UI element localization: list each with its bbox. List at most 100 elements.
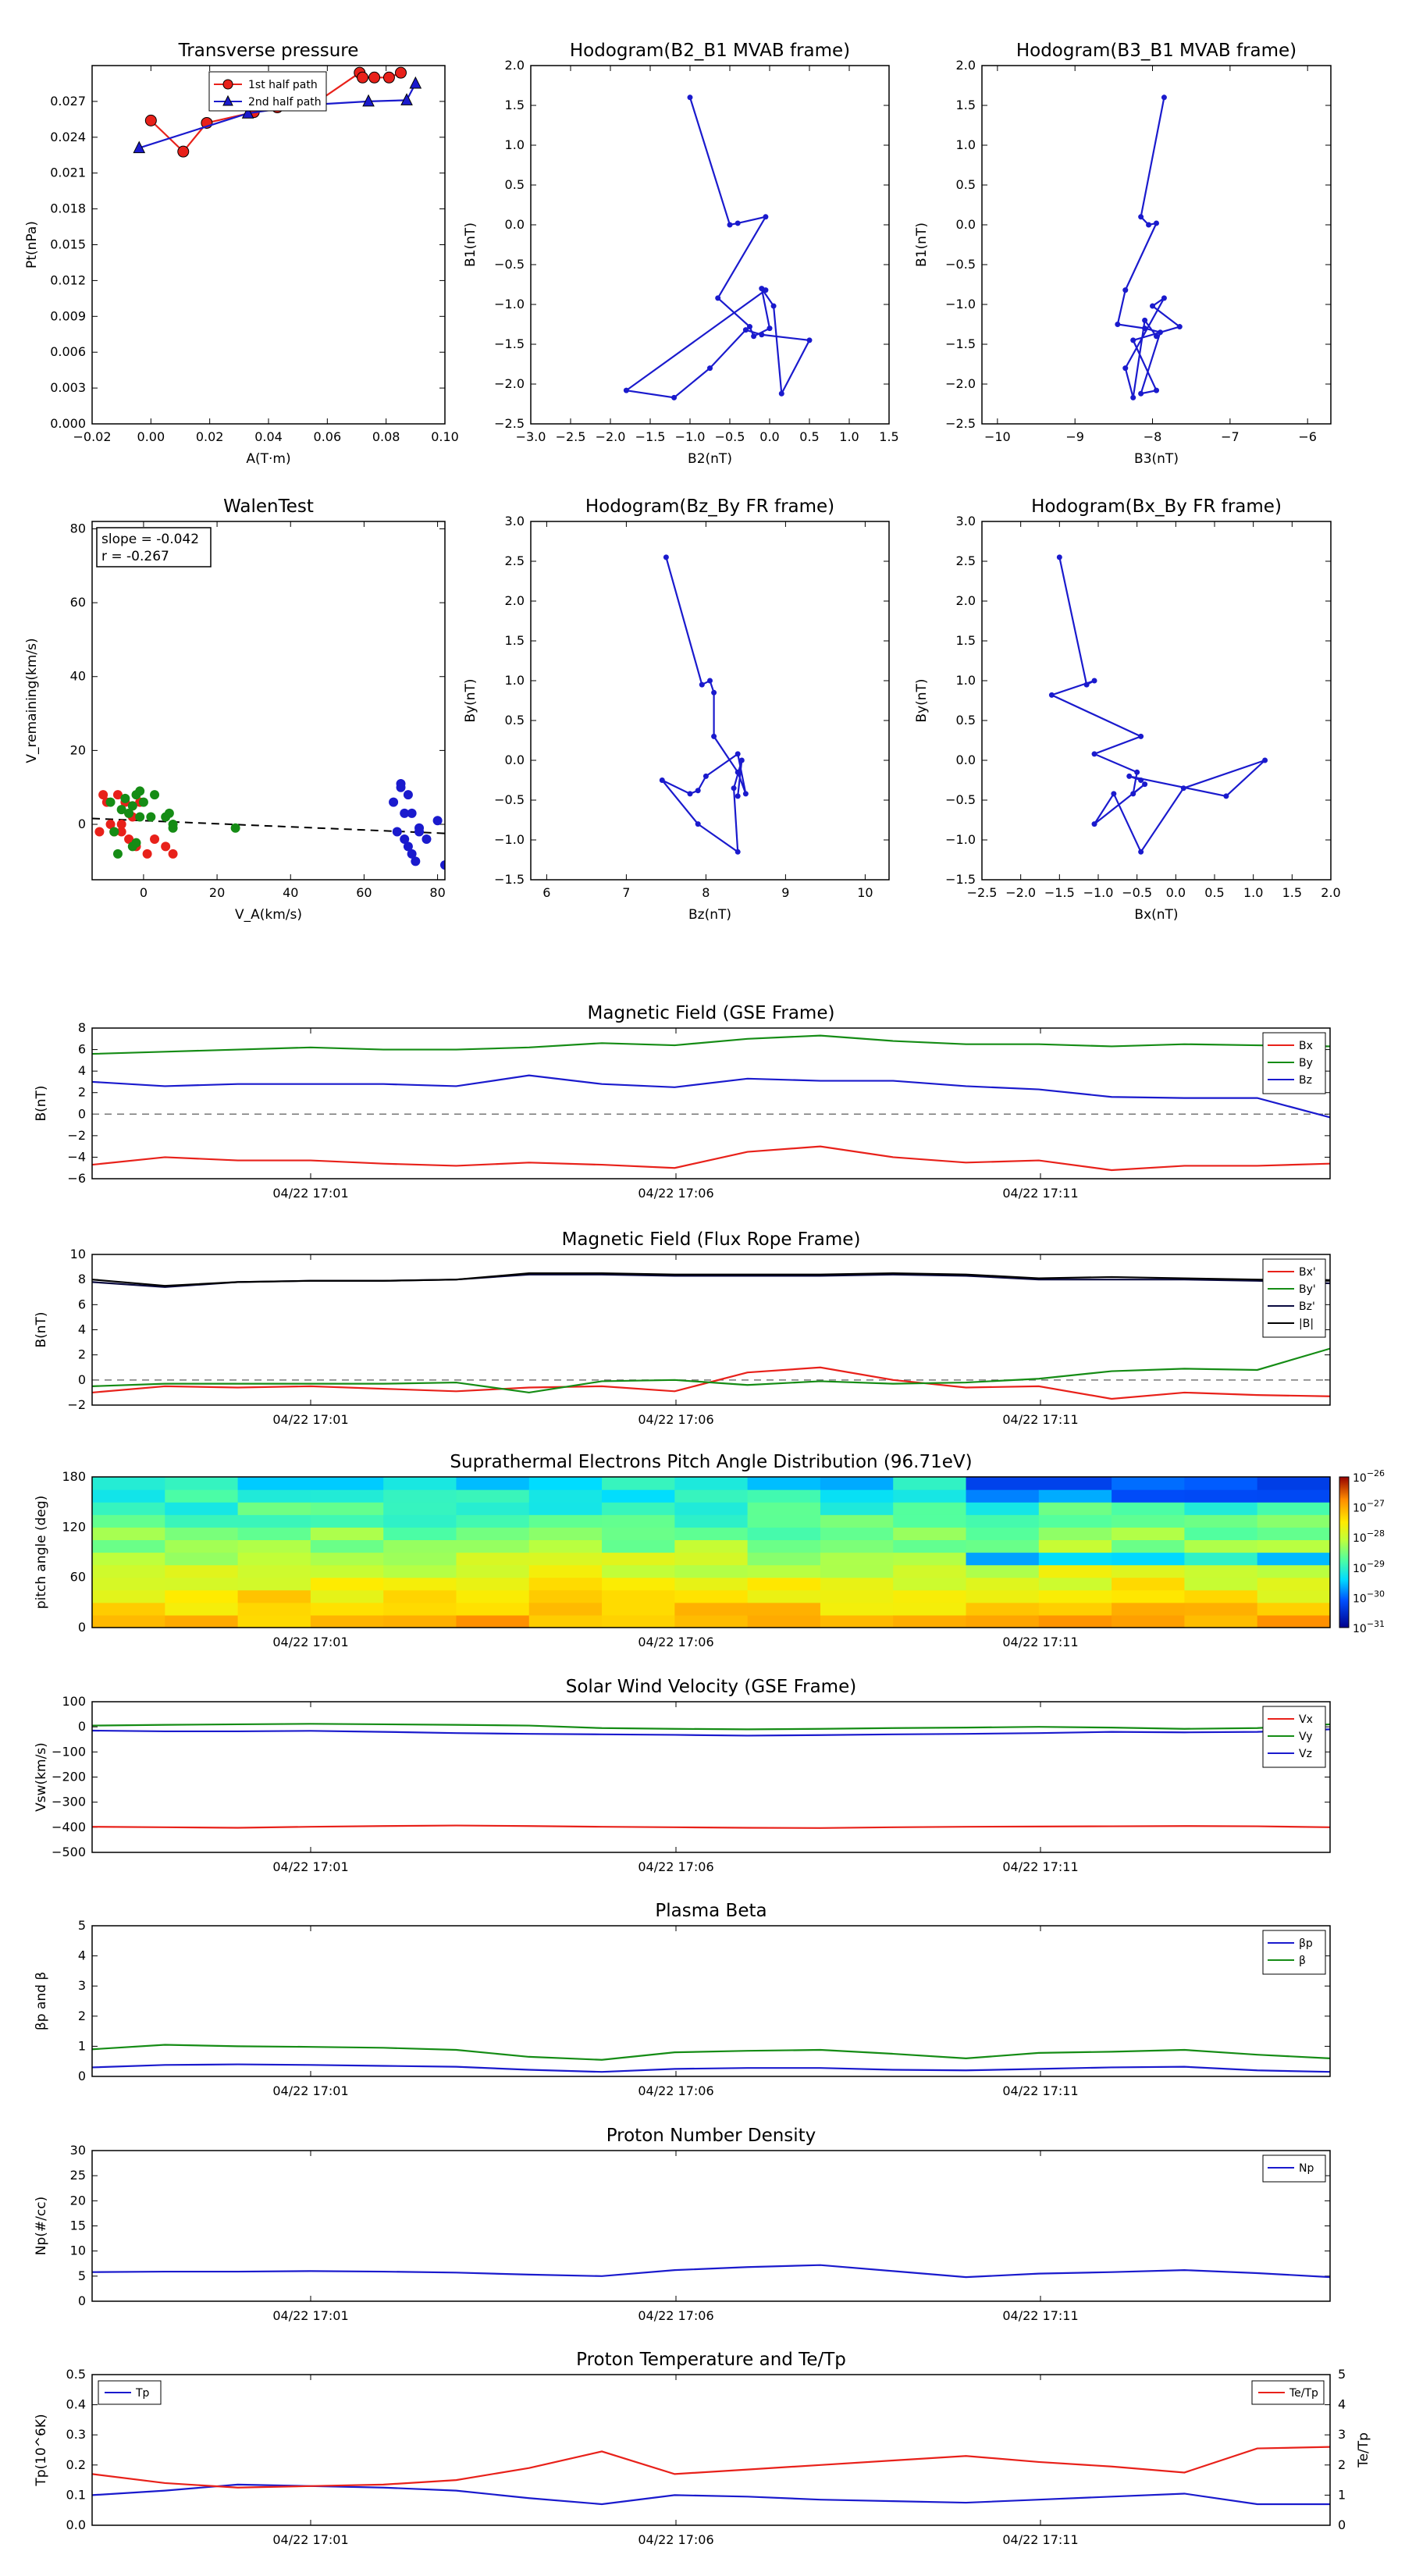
legend-label: Bx' <box>1299 1266 1316 1279</box>
y-tick-label: 5 <box>78 2268 86 2283</box>
heatmap-cell <box>1038 1489 1112 1503</box>
y-tick-label: 0.4 <box>66 2397 86 2412</box>
y-tick-label: 15 <box>70 2218 86 2233</box>
heatmap-cell <box>528 1577 603 1591</box>
data-point <box>742 327 749 333</box>
heatmap-cell <box>820 1552 894 1566</box>
x-axis-label: V_A(km/s) <box>235 907 302 923</box>
heatmap-cell <box>456 1577 530 1591</box>
mag_gse-title: Magnetic Field (GSE Frame) <box>588 1003 835 1023</box>
plot-area <box>659 554 749 855</box>
series-line-vy <box>91 1723 1331 1731</box>
legend-label: Vz <box>1299 1748 1312 1760</box>
y-axis-label: B(nT) <box>34 1311 49 1347</box>
heatmap-cell <box>92 1577 165 1591</box>
data-point <box>671 394 678 400</box>
x-tick-label: 40 <box>283 885 298 900</box>
heatmap-cell <box>383 1564 457 1578</box>
data-point <box>400 93 413 105</box>
vsw-frame <box>91 1701 1331 1853</box>
heatmap-cell <box>1184 1489 1258 1503</box>
data-point <box>727 222 733 228</box>
y-tick-label: 1.0 <box>956 137 976 152</box>
heatmap-cell <box>1038 1614 1112 1628</box>
heatmap-cell <box>310 1477 384 1490</box>
data-point <box>1154 333 1159 340</box>
y-tick-label: 0.0 <box>66 2517 86 2532</box>
data-point <box>747 324 752 330</box>
right-axis-label: Te/Tp <box>1356 2432 1371 2468</box>
tp-title: Transverse pressure <box>178 41 359 61</box>
x-tick-label: −1.0 <box>1083 885 1114 900</box>
y-tick-label: 0.0 <box>505 753 525 767</box>
x-tick-label: 0.5 <box>799 429 819 444</box>
heatmap-cell <box>1184 1577 1258 1591</box>
chart-h1: Hodogram(B2_B1 MVAB frame)−3.0 −2.5 −2.0 −1… <box>463 41 899 467</box>
right-tick-label: 0 <box>1338 2517 1346 2532</box>
y-tick-label: −0.5 <box>945 792 976 807</box>
heatmap-cell <box>383 1577 457 1591</box>
heatmap-cell <box>1112 1527 1186 1541</box>
heatmap-cell <box>92 1502 165 1515</box>
heatmap-cell <box>602 1502 675 1515</box>
x-tick-label: 04/22 17:06 <box>638 1412 713 1427</box>
heatmap-cell <box>747 1502 821 1515</box>
heatmap-cell <box>674 1564 749 1578</box>
chart-vsw: Solar Wind Velocity (GSE Frame) 04/22 17:… <box>34 1677 1331 1874</box>
heatmap-cell <box>456 1552 530 1566</box>
y-axis-label: βp and β <box>34 1972 49 2030</box>
x-tick-label: 04/22 17:11 <box>1002 1635 1078 1649</box>
heatmap-cell <box>747 1514 821 1528</box>
data-point <box>759 332 765 338</box>
heatmap-cell <box>674 1589 749 1603</box>
data-point <box>138 797 148 807</box>
x-tick-label: −2.5 <box>967 885 998 900</box>
data-point <box>94 827 105 837</box>
data-point <box>135 786 145 796</box>
x-tick-label: −0.02 <box>73 429 111 444</box>
fit-line <box>92 817 445 834</box>
colorbar-tick-label: 10−29 <box>1353 1559 1385 1575</box>
plot-area <box>92 778 445 870</box>
y-tick-label: 2 <box>78 2008 86 2023</box>
y-tick-label: 25 <box>70 2168 86 2183</box>
data-point <box>1048 692 1055 698</box>
x-tick-label: −8 <box>1144 429 1162 444</box>
data-point <box>687 94 693 101</box>
colorbar-exponent: −30 <box>1367 1589 1385 1599</box>
data-point <box>357 71 369 84</box>
x-tick-label: −9 <box>1065 429 1084 444</box>
y-tick-label: 2.5 <box>956 553 976 568</box>
data-point <box>778 390 784 397</box>
h4-frame <box>981 521 1332 881</box>
x-tick-label: −10 <box>984 429 1011 444</box>
data-point <box>164 808 174 818</box>
y-tick-label: 10 <box>70 1247 86 1261</box>
heatmap-cell <box>1112 1577 1186 1591</box>
beta-title: Plasma Beta <box>655 1901 767 1921</box>
heatmap-cell <box>237 1477 311 1490</box>
heatmap-cell <box>893 1489 967 1503</box>
data-point <box>1130 394 1136 400</box>
pad-frame <box>91 1476 1331 1628</box>
heatmap-cell <box>383 1489 457 1503</box>
heatmap-cell <box>1257 1552 1331 1566</box>
data-point <box>409 76 422 89</box>
heatmap-cell <box>820 1527 894 1541</box>
x-tick-label: 80 <box>429 885 445 900</box>
data-point <box>144 114 157 126</box>
y-tick-label: −1.0 <box>945 297 976 311</box>
x-tick-label: 20 <box>209 885 225 900</box>
heatmap-cell <box>92 1564 165 1578</box>
heatmap-cell <box>92 1477 165 1490</box>
x-tick-label: 1.0 <box>839 429 859 444</box>
heatmap-cell <box>674 1577 749 1591</box>
x-tick-label: 0.0 <box>759 429 779 444</box>
y-tick-label: 1 <box>78 2038 86 2053</box>
data-point <box>168 820 178 830</box>
x-axis-label: B2(nT) <box>688 451 732 467</box>
heatmap-cell <box>1184 1552 1258 1566</box>
data-point <box>1115 322 1121 327</box>
h1-frame <box>530 65 890 425</box>
data-point <box>699 681 705 688</box>
